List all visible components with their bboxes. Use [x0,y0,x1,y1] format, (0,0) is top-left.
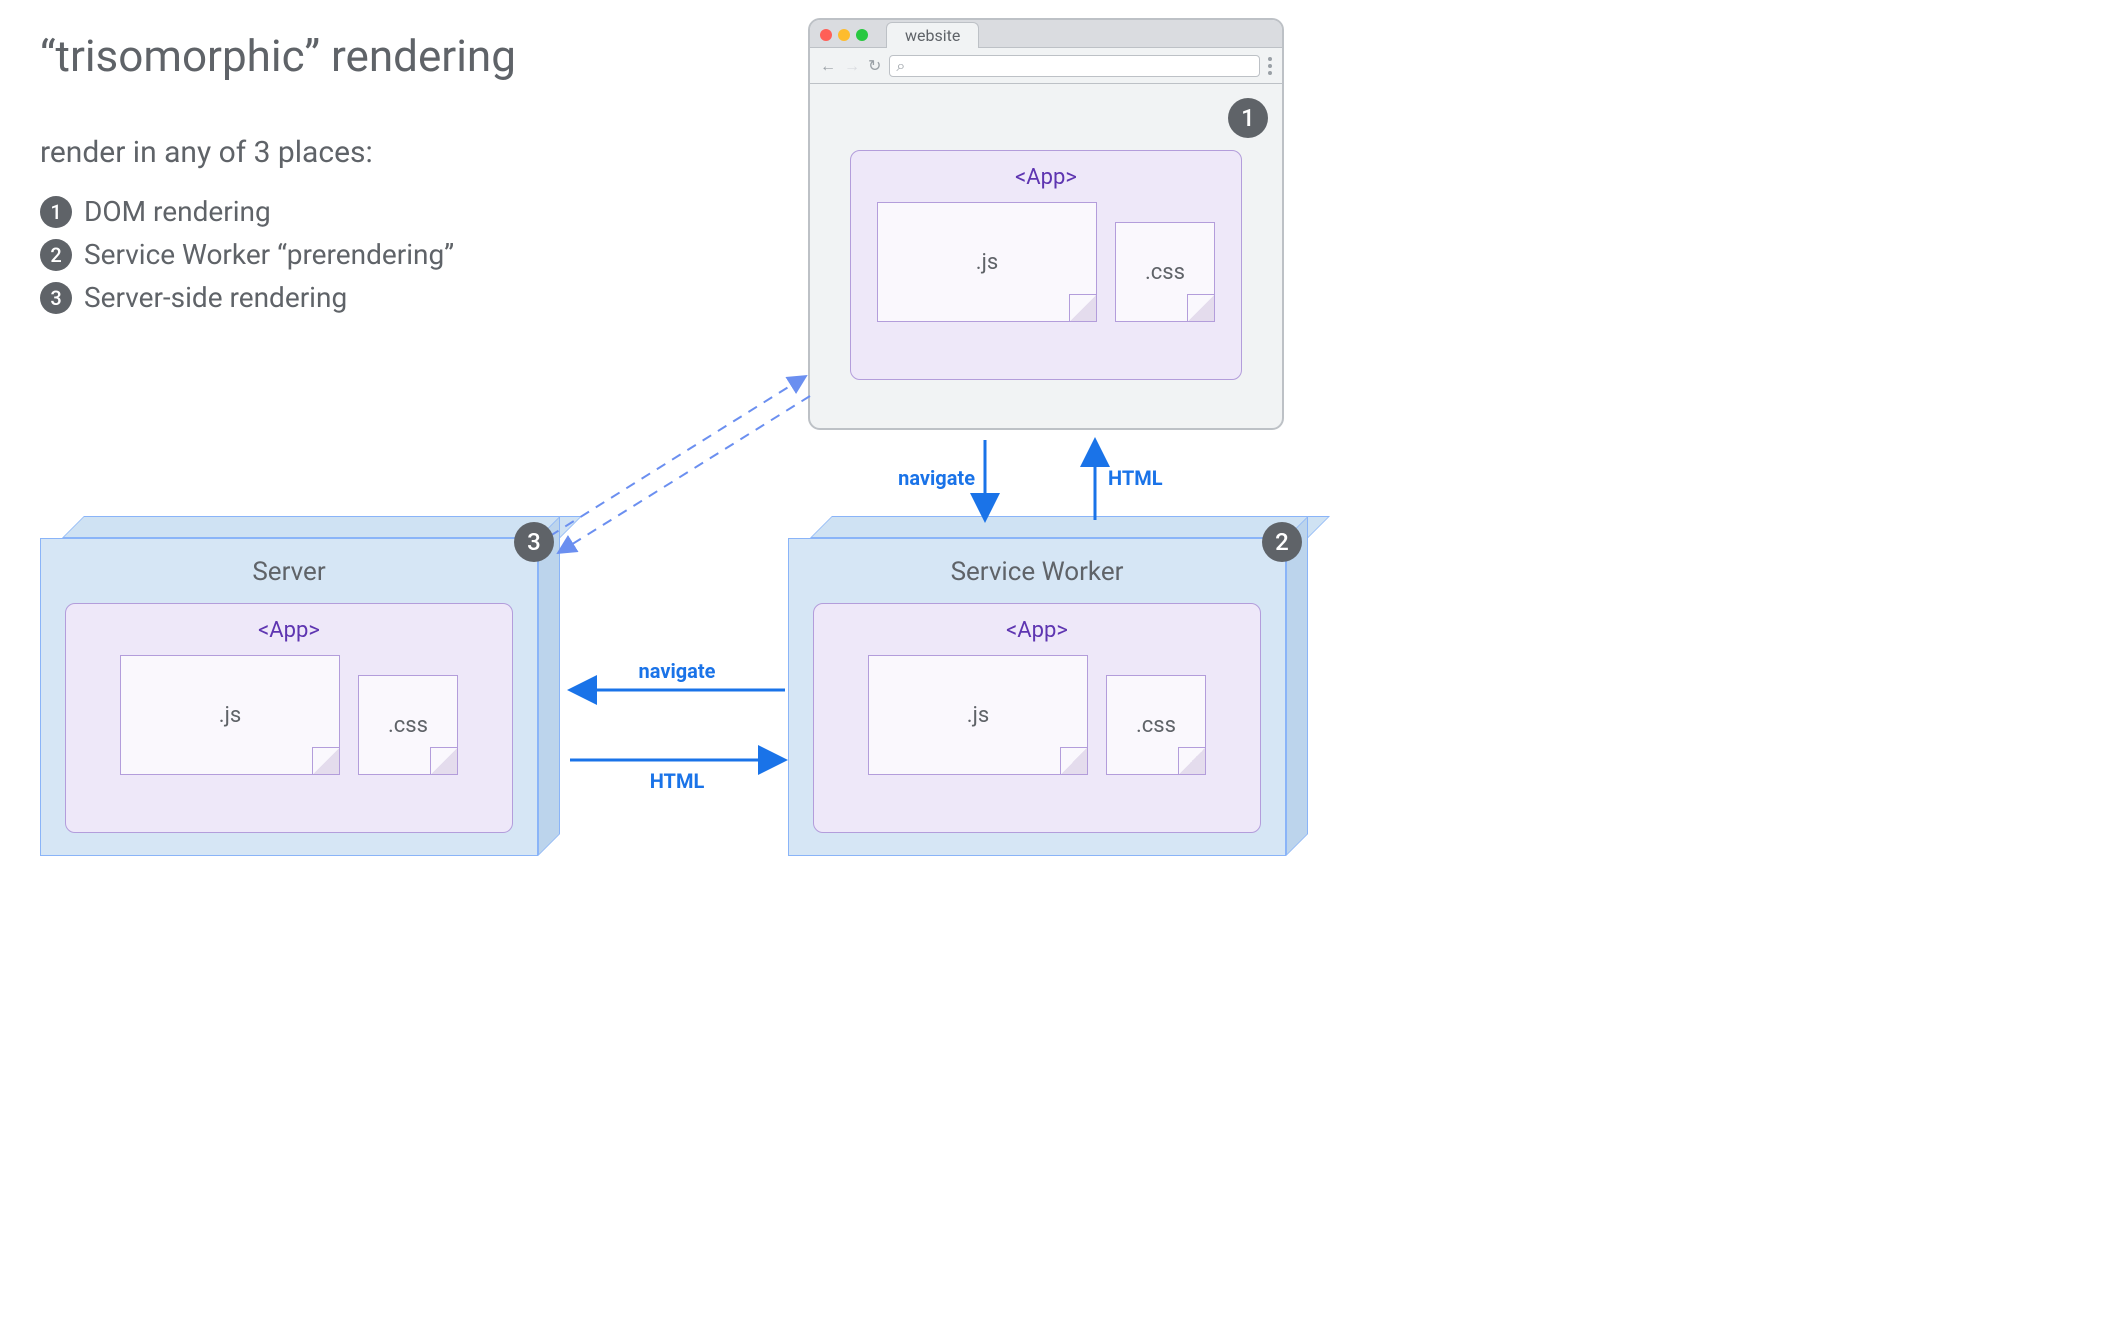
page-title: “trisomorphic” rendering [40,30,516,82]
badge-3: 3 [40,282,72,314]
app-files: .js .css [869,202,1223,322]
traffic-lights [820,29,868,41]
app-files: .js .css [84,655,494,775]
arrow-label: navigate [639,659,716,683]
css-file-icon: .css [358,675,458,775]
box-front-face: Service Worker <App> .js .css [788,538,1286,856]
browser-toolbar: ← → ↻ ⌕ [810,48,1282,84]
minimize-icon [838,29,850,41]
arrow-label: navigate [898,466,975,490]
server-badge: 3 [514,522,554,562]
box-side-face [538,516,560,856]
list-item: 3 Server-side rendering [40,281,454,314]
close-icon [820,29,832,41]
box-top-face [62,516,582,538]
browser-app-panel: <App> .js .css [850,150,1242,380]
sw-title: Service Worker [813,557,1261,587]
back-icon: ← [820,56,836,76]
css-file-icon: .css [1106,675,1206,775]
browser-tab: website [886,22,979,48]
css-file-icon: .css [1115,222,1215,322]
list-item-label: Service Worker “prerendering” [84,238,454,271]
list-item-label: Server-side rendering [84,281,347,314]
badge-2: 2 [40,239,72,271]
sw-app-panel: <App> .js .css [813,603,1261,833]
app-label: <App> [869,165,1223,190]
arrow-label: HTML [1108,466,1163,490]
app-label: <App> [832,618,1242,643]
forward-icon: → [844,56,860,76]
search-icon: ⌕ [896,56,905,76]
server-node: 3 Server <App> .js .css [40,516,560,856]
js-file-icon: .js [868,655,1088,775]
server-title: Server [65,557,513,587]
browser-tabbar: website [810,20,1282,48]
render-places-list: 1 DOM rendering 2 Service Worker “preren… [40,195,454,324]
list-item: 1 DOM rendering [40,195,454,228]
arrow-dashed-up [550,376,806,536]
arrow-label: HTML [650,769,705,793]
sw-badge: 2 [1262,522,1302,562]
browser-node: website ← → ↻ ⌕ 1 <App> .js .css [808,18,1284,430]
server-app-panel: <App> .js .css [65,603,513,833]
list-item: 2 Service Worker “prerendering” [40,238,454,271]
js-file-icon: .js [877,202,1097,322]
arrow-dashed-down [558,396,810,553]
kebab-menu-icon [1268,57,1272,75]
subtitle: render in any of 3 places: [40,135,373,170]
service-worker-node: 2 Service Worker <App> .js .css [788,516,1308,856]
url-bar: ⌕ [889,55,1260,77]
list-item-label: DOM rendering [84,195,271,228]
reload-icon: ↻ [868,56,881,75]
app-label: <App> [84,618,494,643]
box-top-face [810,516,1330,538]
box-side-face [1286,516,1308,856]
maximize-icon [856,29,868,41]
badge-1: 1 [40,196,72,228]
app-files: .js .css [832,655,1242,775]
browser-badge: 1 [1228,98,1268,138]
box-front-face: Server <App> .js .css [40,538,538,856]
js-file-icon: .js [120,655,340,775]
